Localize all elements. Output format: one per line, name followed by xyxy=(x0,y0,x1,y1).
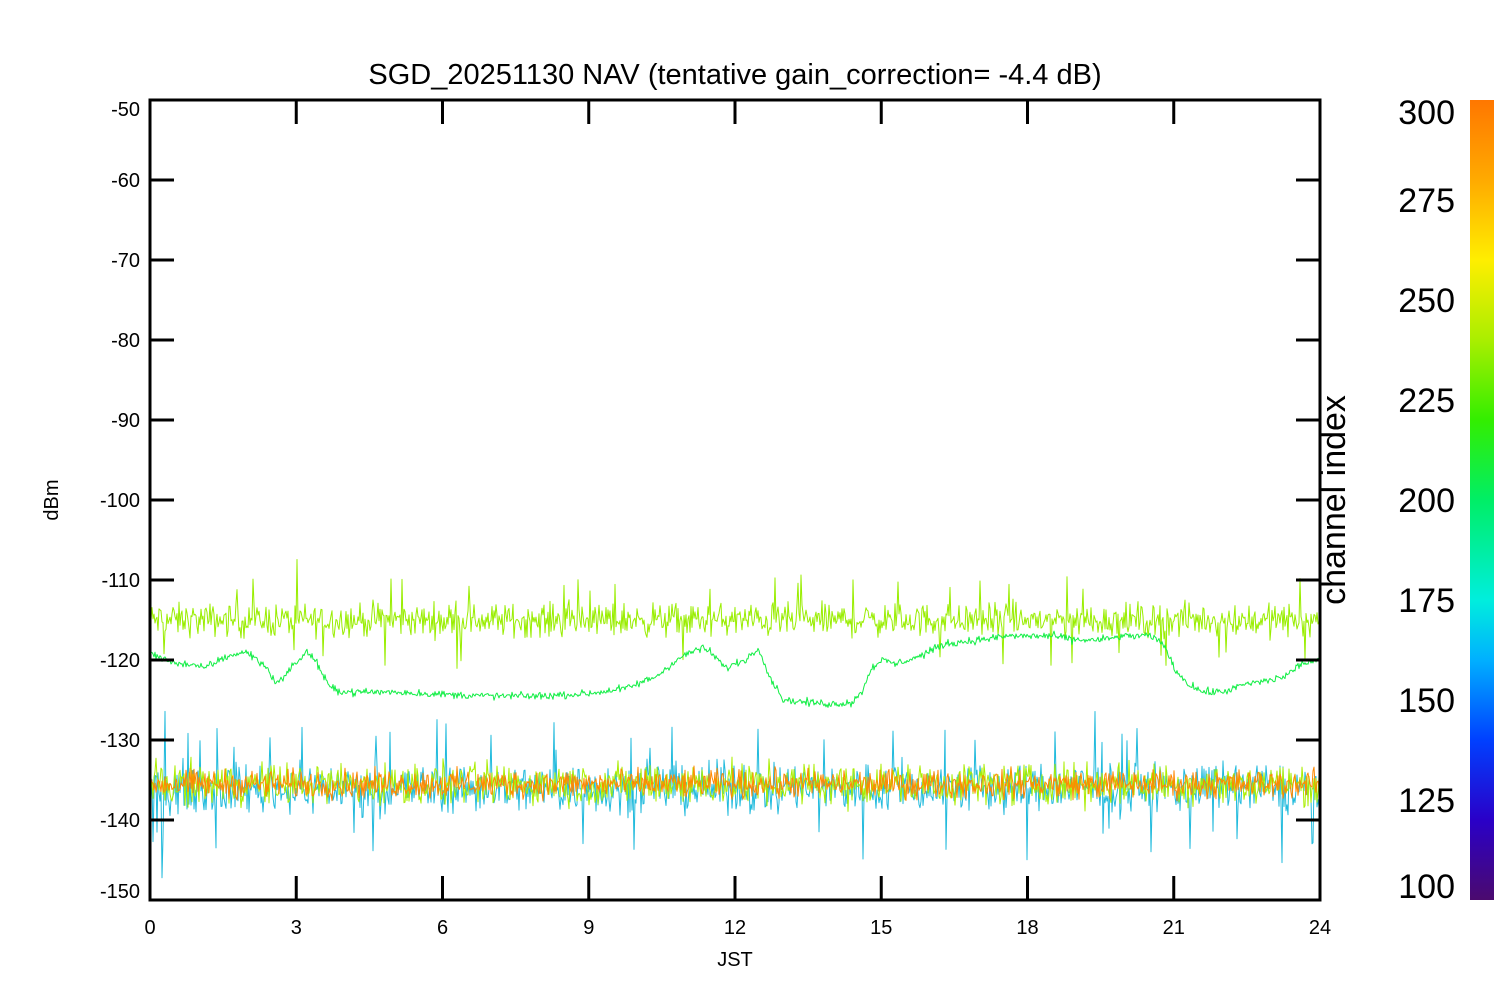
colorbar-label: channel index xyxy=(1315,395,1353,605)
x-axis-ticks: 0 3 6 9 12 15 18 21 24 xyxy=(144,100,1331,939)
x-tick-label: 12 xyxy=(724,917,746,939)
colorbar-tick-label: 175 xyxy=(1398,582,1455,620)
series-satellite-trace xyxy=(150,630,1320,708)
y-tick-label: -150 xyxy=(100,881,140,903)
y-axis-label: dBm xyxy=(41,479,63,520)
colorbar-tick-label: 300 xyxy=(1398,94,1455,132)
colorbar-tick-label: 275 xyxy=(1398,182,1455,220)
colorbar-tick-label: 250 xyxy=(1398,282,1455,320)
y-tick-label: -120 xyxy=(100,650,140,672)
chart-title: SGD_20251130 NAV (tentative gain_correct… xyxy=(368,59,1101,91)
series-layer xyxy=(150,559,1320,879)
x-axis-label: JST xyxy=(717,949,753,971)
colorbar-tick-label: 150 xyxy=(1398,682,1455,720)
x-tick-label: 21 xyxy=(1163,917,1185,939)
colorbar-tick-label: 225 xyxy=(1398,382,1455,420)
series-lower-band-high-channels xyxy=(150,765,1320,802)
x-tick-label: 9 xyxy=(583,917,594,939)
y-tick-label: -140 xyxy=(100,810,140,832)
series-upper-band xyxy=(150,559,1320,669)
y-tick-label: -90 xyxy=(111,410,140,432)
colorbar-tick-label: 125 xyxy=(1398,782,1455,820)
y-tick-label: -60 xyxy=(111,170,140,192)
x-tick-label: 15 xyxy=(870,917,892,939)
x-tick-label: 3 xyxy=(291,917,302,939)
y-tick-label: -70 xyxy=(111,250,140,272)
x-tick-label: 6 xyxy=(437,917,448,939)
colorbar xyxy=(1470,100,1494,900)
y-axis-ticks: -50 -60 -70 -80 -90 -100 -110 -120 -130 -140 -150 xyxy=(100,99,1320,903)
y-tick-label: -100 xyxy=(100,490,140,512)
colorbar-tick-label: 100 xyxy=(1398,868,1455,906)
y-tick-label: -80 xyxy=(111,330,140,352)
y-tick-label: -130 xyxy=(100,730,140,752)
colorbar-ticks: 300 275 250 225 200 175 150 125 100 xyxy=(1398,94,1455,906)
x-tick-label: 24 xyxy=(1309,917,1331,939)
y-tick-label: -50 xyxy=(111,99,140,121)
x-tick-label: 18 xyxy=(1016,917,1038,939)
y-tick-label: -110 xyxy=(101,570,140,592)
colorbar-tick-label: 200 xyxy=(1398,482,1455,520)
x-tick-label: 0 xyxy=(144,917,155,939)
